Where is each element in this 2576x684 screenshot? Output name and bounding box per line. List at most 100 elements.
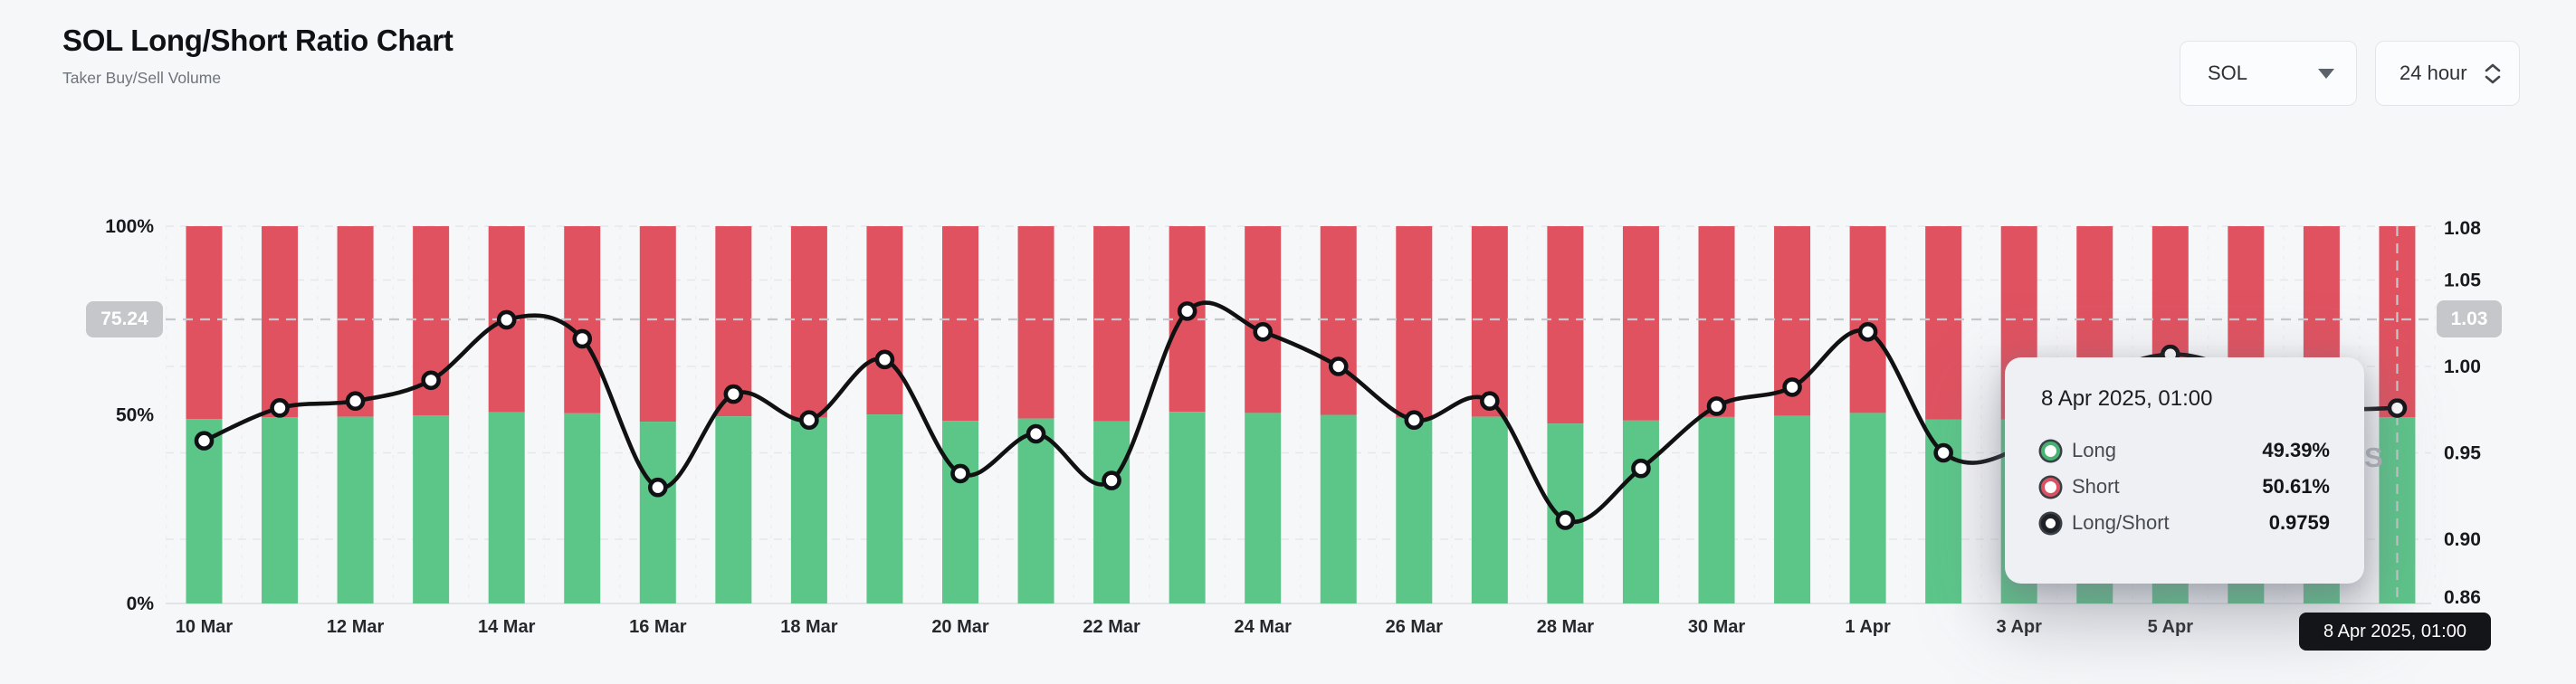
bar-long[interactable] [1017, 418, 1054, 603]
tooltip-value: 50.61% [2262, 475, 2330, 498]
x-axis-tick: 18 Mar [780, 617, 838, 637]
ratio-point[interactable] [572, 328, 593, 349]
bar-short[interactable] [639, 226, 676, 423]
ratio-point[interactable] [723, 384, 744, 404]
bar-short[interactable] [1017, 226, 1054, 419]
x-axis-tick: 28 Mar [1537, 617, 1595, 637]
bar-short[interactable] [1396, 226, 1433, 418]
page-title: SOL Long/Short Ratio Chart [62, 24, 453, 57]
x-axis-tick: 30 Mar [1688, 617, 1746, 637]
ratio-point[interactable] [1026, 423, 1046, 444]
bar-long[interactable] [1245, 413, 1282, 603]
bar-short[interactable] [1471, 226, 1508, 417]
ratio-point[interactable] [799, 410, 819, 431]
left-axis-tick: 0% [127, 594, 155, 614]
tooltip-title: 8 Apr 2025, 01:00 [2041, 386, 2213, 411]
bar-long[interactable] [337, 416, 374, 603]
bar-short[interactable] [942, 226, 978, 422]
bar-short[interactable] [1698, 226, 1735, 417]
symbol-select-value: SOL [2208, 62, 2248, 84]
watermark-letter: S [2364, 442, 2383, 473]
bar-long[interactable] [639, 422, 676, 603]
left-axis-tick: 50% [116, 405, 154, 426]
ratio-point[interactable] [1404, 410, 1425, 431]
chart-controls: SOL 24 hour [2180, 41, 2520, 106]
crosshair-left-value: 75.24 [86, 301, 163, 337]
ratio-point[interactable] [496, 309, 517, 330]
chart-tooltip: 8 Apr 2025, 01:00 Long 49.39% Short 50.6… [2005, 357, 2364, 584]
ratio-point[interactable] [1857, 321, 1878, 342]
x-axis-tick: 5 Apr [2148, 617, 2194, 637]
bar-long[interactable] [1849, 413, 1886, 603]
crosshair-right-value: 1.03 [2437, 300, 2502, 337]
bar-long[interactable] [942, 421, 978, 603]
ratio-point[interactable] [2387, 398, 2408, 418]
bar-long[interactable] [1698, 416, 1735, 603]
bar-short[interactable] [1925, 226, 1962, 420]
x-axis-tick: 12 Mar [327, 617, 385, 637]
right-axis-tick: 0.90 [2444, 529, 2481, 550]
ratio-legend-icon [2041, 513, 2060, 533]
x-axis-tick: 10 Mar [176, 617, 234, 637]
bar-short[interactable] [1622, 226, 1659, 421]
x-axis-tick: 22 Mar [1083, 617, 1140, 637]
tooltip-row-ratio: Long/Short 0.9759 [2041, 511, 2330, 535]
bar-long[interactable] [1093, 421, 1131, 603]
bar-long[interactable] [488, 412, 525, 603]
interval-select[interactable]: 24 hour [2375, 41, 2520, 106]
bar-long[interactable] [1774, 415, 1811, 603]
ratio-point[interactable] [1328, 356, 1349, 376]
bar-long[interactable] [262, 417, 299, 603]
page-subtitle: Taker Buy/Sell Volume [62, 69, 222, 87]
bar-long[interactable] [413, 415, 450, 603]
bar-long[interactable] [1622, 420, 1659, 603]
bar-short[interactable] [186, 226, 223, 420]
ratio-point[interactable] [270, 398, 290, 418]
bar-long[interactable] [866, 414, 903, 603]
ratio-point[interactable] [1933, 442, 1953, 463]
interval-select-value: 24 hour [2399, 62, 2467, 84]
bar-long[interactable] [1396, 417, 1433, 603]
chart-header: SOL Long/Short Ratio Chart Taker Buy/Sel… [62, 24, 453, 88]
bar-long[interactable] [564, 413, 601, 603]
ratio-point[interactable] [950, 463, 970, 484]
x-axis-tick: 26 Mar [1386, 617, 1444, 637]
bar-long[interactable] [1320, 414, 1357, 604]
crosshair-date-label: 8 Apr 2025, 01:00 [2299, 613, 2491, 651]
right-axis-tick: 0.86 [2444, 587, 2481, 608]
ratio-point[interactable] [421, 370, 441, 391]
bar-short[interactable] [1093, 226, 1131, 422]
ratio-point[interactable] [1480, 391, 1500, 412]
stepper-chevrons-icon [2485, 63, 2501, 84]
symbol-select[interactable]: SOL [2180, 41, 2357, 106]
ratio-point[interactable] [874, 349, 895, 370]
tooltip-label: Short [2072, 475, 2120, 498]
bar-short[interactable] [790, 226, 827, 418]
chevron-down-icon [2318, 68, 2334, 79]
right-axis-tick: 1.05 [2444, 271, 2481, 291]
ratio-point[interactable] [1177, 301, 1197, 321]
ratio-point[interactable] [1631, 458, 1651, 479]
bar-short[interactable] [1547, 226, 1584, 424]
ratio-point[interactable] [345, 391, 366, 412]
tooltip-label: Long [2072, 439, 2116, 461]
ratio-point[interactable] [1253, 321, 1273, 342]
ratio-point[interactable] [1706, 396, 1727, 416]
bar-short[interactable] [262, 226, 299, 418]
bar-long[interactable] [1471, 416, 1508, 603]
bar-long[interactable] [715, 416, 752, 603]
ratio-point[interactable] [194, 431, 215, 451]
ratio-point[interactable] [1782, 377, 1802, 397]
ratio-point[interactable] [1102, 470, 1121, 490]
x-axis-tick: 16 Mar [629, 617, 687, 637]
ratio-point[interactable] [647, 477, 668, 498]
x-axis-tick: 14 Mar [478, 617, 536, 637]
bar-long[interactable] [1169, 412, 1206, 603]
right-axis-tick: 1.00 [2444, 356, 2481, 377]
bar-short[interactable] [337, 226, 374, 417]
ratio-point[interactable] [1555, 510, 1576, 530]
bar-long[interactable] [790, 417, 827, 603]
right-axis-tick: 1.08 [2444, 218, 2481, 239]
bar-short[interactable] [1320, 226, 1357, 415]
x-axis-tick: 3 Apr [1997, 617, 2043, 637]
